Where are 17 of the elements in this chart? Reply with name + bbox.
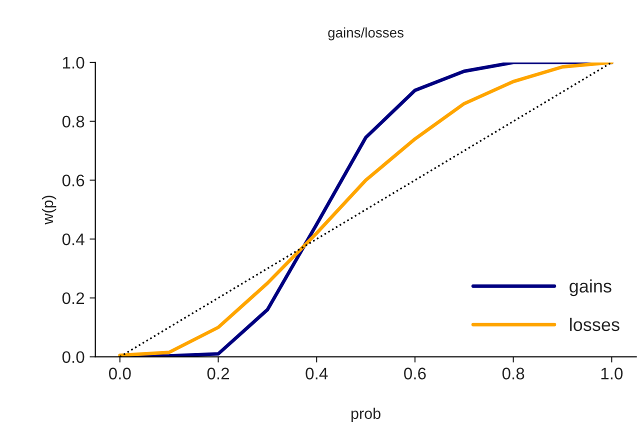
x-tick-label: 0.6 xyxy=(404,368,426,380)
x-tick-label: 0.8 xyxy=(502,368,524,380)
y-tick-label: 1.0 xyxy=(63,56,84,69)
y-tick-label: 0.8 xyxy=(62,116,84,128)
legend-label: gains xyxy=(570,279,612,296)
x-axis-title: prob xyxy=(351,408,380,422)
x-tick-label: 0.0 xyxy=(108,368,131,380)
y-tick-label: 0.2 xyxy=(62,292,84,304)
legend-label: losses xyxy=(570,318,620,332)
y-tick-label: 0.0 xyxy=(62,351,84,364)
x-tick-label: 1.0 xyxy=(601,368,623,380)
y-tick-label: 0.4 xyxy=(62,233,84,246)
y-tick-label: 0.6 xyxy=(62,174,84,186)
x-tick-label: 0.2 xyxy=(207,368,230,380)
chart-title: gains/losses xyxy=(328,27,404,40)
x-tick-label: 0.4 xyxy=(306,368,328,380)
y-axis-title: w(p) xyxy=(42,196,56,224)
